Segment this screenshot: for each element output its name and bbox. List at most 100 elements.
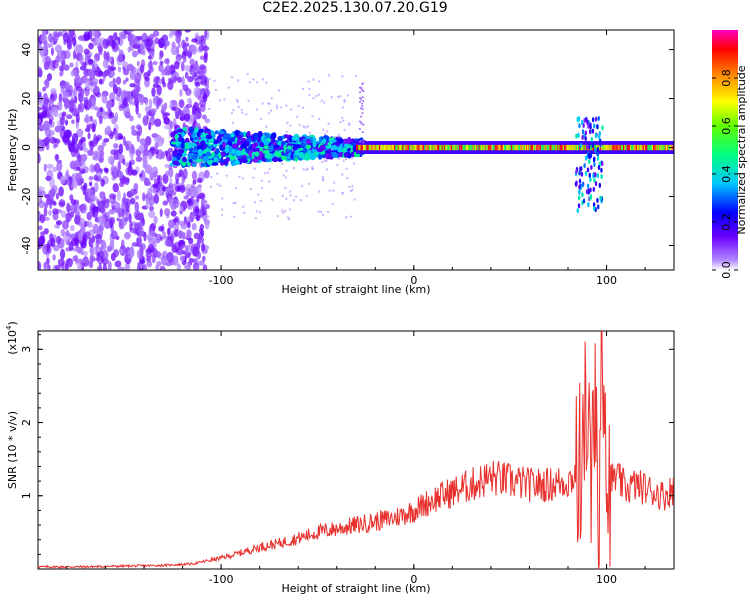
heatmap-faint-cell [260, 186, 264, 190]
heatmap-band-cell [241, 137, 247, 143]
heatmap-faint-cell [336, 95, 340, 99]
heatmap-spike-cell [358, 120, 361, 123]
heatmap-faint-cell [227, 86, 231, 89]
heatmap-noise-cell [170, 45, 179, 56]
heatmap-band-cell [213, 139, 219, 145]
heatmap-band-cell [245, 140, 250, 147]
heatmap-noise-cell [55, 61, 59, 69]
heatmap-noise-cell [119, 181, 125, 188]
heatmap-noise-cell [160, 266, 165, 270]
heatmap-noise-cell [193, 232, 201, 240]
heatmap-band-cell [219, 159, 225, 163]
heatmap-band-cell [268, 145, 274, 152]
heatmap-faint-cell [263, 172, 267, 175]
heatmap-faint-cell [251, 78, 255, 81]
heatmap-disturbance-cell [596, 124, 599, 130]
heatmap-band-cell [191, 162, 197, 167]
heatmap-noise-cell [100, 178, 105, 187]
heatmap-disturbance-cell [582, 198, 586, 204]
heatmap-noise-cell [92, 223, 99, 235]
heatmap-faint-cell [281, 209, 284, 212]
heatmap-noise-cell [116, 217, 120, 222]
heatmap-noise-cell [172, 199, 180, 209]
heatmap-noise-cell [75, 77, 82, 83]
heatmap-disturbance-cell [594, 148, 597, 154]
heatmap-noise-cell [78, 54, 84, 64]
heatmap-noise-cell [117, 66, 122, 73]
heatmap-faint-cell [337, 157, 341, 161]
heatmap-faint-cell [202, 82, 205, 85]
spectrogram-x-tick-label: 0 [410, 274, 417, 287]
heatmap-noise-cell [103, 50, 107, 61]
heatmap-noise-cell [72, 255, 78, 262]
heatmap-noise-cell [60, 84, 65, 94]
heatmap-noise-cell [82, 256, 90, 267]
heatmap-noise-cell [175, 172, 180, 182]
heatmap-band-cell [263, 145, 269, 150]
heatmap-spike-cell [362, 90, 365, 93]
heatmap-noise-cell [134, 222, 139, 229]
heatmap-disturbance-cell [576, 117, 580, 123]
heatmap-disturbance-cell [599, 195, 602, 201]
heatmap-disturbance-cell [586, 167, 590, 173]
heatmap-noise-cell [152, 148, 160, 155]
heatmap-noise-cell [58, 199, 66, 208]
heatmap-noise-cell [110, 230, 118, 240]
heatmap-spike-cell [360, 115, 363, 118]
heatmap-noise-cell [164, 207, 171, 217]
heatmap-noise-cell [166, 185, 175, 195]
heatmap-noise-cell [165, 57, 170, 65]
heatmap-band-cell [199, 140, 206, 147]
heatmap-noise-cell [97, 42, 103, 51]
heatmap-band-cell [181, 137, 185, 145]
heatmap-noise-cell [128, 213, 132, 224]
heatmap-spike-cell [362, 138, 365, 141]
heatmap-noise-cell [65, 212, 72, 222]
heatmap-noise-cell [102, 249, 109, 260]
heatmap-noise-cell [203, 169, 210, 179]
heatmap-band-cell [288, 136, 293, 143]
heatmap-faint-cell [281, 211, 285, 214]
heatmap-spike-cell [361, 102, 364, 105]
heatmap-noise-cell [154, 118, 162, 127]
heatmap-noise-cell [179, 255, 186, 262]
heatmap-noise-cell [149, 98, 153, 109]
heatmap-noise-cell [126, 93, 131, 103]
heatmap-noise-cell [93, 86, 100, 94]
heatmap-noise-cell [52, 208, 59, 215]
heatmap-noise-cell [43, 136, 51, 144]
heatmap-spike-cell [359, 91, 362, 94]
heatmap-noise-cell [80, 250, 84, 256]
heatmap-noise-cell [186, 221, 191, 229]
heatmap-disturbance-cell [589, 177, 592, 183]
heatmap-faint-cell [354, 75, 357, 78]
heatmap-noise-cell [52, 254, 56, 261]
heatmap-faint-cell [295, 115, 299, 119]
svg-text:(x104): (x104) [5, 321, 19, 355]
heatmap-noise-cell [43, 163, 47, 172]
snr-y-tick-label: 1 [20, 492, 33, 499]
heatmap-faint-cell [305, 194, 308, 198]
heatmap-noise-cell [135, 156, 143, 163]
heatmap-noise-cell [129, 69, 136, 81]
heatmap-band-cell [197, 148, 203, 156]
heatmap-faint-cell [268, 180, 271, 183]
heatmap-noise-cell [159, 55, 163, 61]
heatmap-disturbance-cell [578, 178, 582, 184]
heatmap-noise-cell [97, 144, 105, 153]
heatmap-spike-cell [359, 107, 362, 110]
heatmap-noise-cell [188, 237, 194, 245]
heatmap-band-cell [187, 152, 193, 160]
heatmap-noise-cell [201, 199, 208, 205]
heatmap-noise-cell [113, 154, 118, 161]
heatmap-faint-cell [237, 105, 240, 109]
heatmap-noise-cell [186, 229, 192, 239]
heatmap-noise-cell [170, 210, 177, 217]
heatmap-disturbance-cell [586, 144, 590, 150]
heatmap-noise-cell [52, 166, 58, 173]
heatmap-noise-cell [46, 264, 51, 270]
heatmap-noise-cell [108, 198, 115, 204]
heatmap-noise-cell [111, 205, 116, 210]
heatmap-noise-cell [145, 198, 150, 209]
heatmap-noise-cell [85, 99, 93, 109]
